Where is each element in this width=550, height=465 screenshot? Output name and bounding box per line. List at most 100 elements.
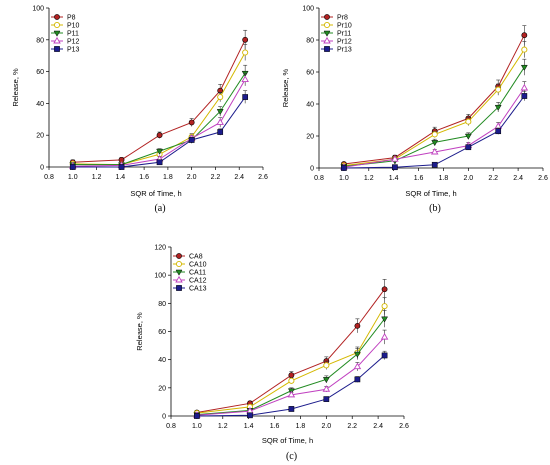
chart-1-x-tick-label: 1.2 [92,174,102,181]
chart-1-series-line [72,52,246,166]
chart-3-series-line [196,355,385,417]
chart-1: 0.8 1.0 1.2 1.4 1.6 1.8 2.0 2.2 2.4 2.6 0 20 40 60 80 1… [11,6,268,215]
chart-2-point-marker [392,164,398,171]
chart-3-point-marker [354,322,361,329]
chart-1-y-tick-label: 40 [36,101,44,108]
chart-2-point-marker [494,104,502,111]
chart-2-x-tick-label: 0.8 [314,175,324,182]
chart-3-y-tick-label: 0 [162,414,166,421]
chart-1-panel-label: (a) [154,203,165,214]
chart-1-series-line [72,96,246,168]
chart-2-point-marker [431,131,438,138]
chart-2-x-tick-label: 2.4 [513,175,523,182]
chart-2-y-tick-label: 20 [306,134,314,141]
chart-3-point-marker [322,377,330,384]
chart-3-y-axis-label: Release, % [135,312,144,351]
chart-3-point-marker [288,406,295,412]
chart-3-x-tick-label: 2.2 [347,423,357,430]
chart-2-y-tick-label: 40 [306,102,314,109]
chart-1-x-tick-label: 2.2 [211,174,221,181]
chart-3-x-tick-label: 2.4 [373,423,383,430]
chart-2-point-marker [521,93,528,99]
chart-1-point-marker [217,129,224,135]
chart-1-y-tick-label: 60 [36,69,44,76]
chart-1-series-line [72,39,246,163]
chart-2-series-line [343,95,525,169]
chart-2-y-tick-label: 0 [310,166,314,173]
chart-1-point-marker [69,164,76,170]
chart-2-point-marker [431,161,438,168]
chart-2-legend-marker [324,14,330,20]
chart-3-point-marker [381,303,388,310]
chart-2-y-tick-label: 60 [306,70,314,77]
chart-1-y-tick-label: 100 [32,6,44,13]
chart-1-y-tick-label: 20 [36,133,44,140]
chart-1-legend-marker [54,46,60,52]
chart-3-legend-marker [175,260,183,268]
chart-3-legend-label: CA13 [189,286,207,293]
chart-3-point-marker [381,316,389,323]
chart-2-x-tick-label: 1.2 [364,175,374,182]
chart-1-point-marker [188,119,195,126]
chart-1-x-axis-label: SQR of Time, h [130,189,181,198]
chart-2: 0.8 1.0 1.2 1.4 1.6 1.8 2.0 2.2 2.4 2.6 0 20 40 60 80 1… [281,6,548,215]
chart-2-point-marker [465,144,472,151]
chart-1-point-marker [216,109,224,116]
chart-3-point-marker [288,372,295,379]
chart-3-point-marker [353,351,361,358]
chart-1-legend-label: P8 [67,15,76,22]
chart-3-point-marker [381,352,388,359]
chart-1-legend-marker [53,21,61,29]
chart-2-panel-label: (b) [429,203,441,214]
chart-3-point-marker [287,390,296,398]
chart-1-point-marker [217,93,224,101]
chart-2-series-line [343,34,525,165]
chart-2-legend-label: Pr12 [337,39,352,46]
chart-3-y-tick-label: 80 [158,301,166,308]
chart-3-x-axis-label: SQR of Time, h [262,436,313,445]
chart-2-x-tick-label: 1.0 [339,175,349,182]
chart-3-point-marker [380,333,389,340]
chart-2-x-tick-label: 1.6 [414,175,424,182]
chart-2-point-marker [464,133,472,140]
chart-3-x-tick-label: 2.6 [399,423,409,430]
chart-3-y-tick-label: 120 [154,245,166,252]
chart-2-point-marker [465,118,472,125]
chart-3-point-marker [381,286,388,293]
chart-3-x-tick-label: 1.0 [192,423,202,430]
chart-2-series-Pr13 [341,90,528,171]
chart-2-point-marker [521,32,528,39]
chart-3-legend-marker [176,253,182,259]
chart-1-point-marker [156,148,163,155]
chart-1-series-line [72,79,246,167]
chart-2-series-Pr8 [340,25,528,167]
chart-3-point-marker [322,385,331,392]
chart-2-point-marker [495,86,502,93]
chart-3-x-tick-label: 1.6 [270,423,280,430]
chart-2-legend-label: Pr13 [337,47,352,54]
chart-3-y-tick-label: 100 [154,273,166,280]
chart-3: 0.8 1.0 1.2 1.4 1.6 1.8 2.0 2.2 2.4 2.6 0 20 40 60 80 1… [135,245,409,463]
chart-2-legend-label: Pr11 [337,31,351,38]
chart-3-x-tick-label: 1.2 [218,423,228,430]
chart-3-point-marker [247,412,253,419]
chart-1-x-tick-label: 0.8 [44,174,54,181]
chart-1-x-tick-label: 1.6 [139,174,149,181]
chart-1-point-marker [242,49,249,56]
chart-3-series-line [196,336,385,416]
chart-1-point-marker [242,94,249,100]
chart-1-point-marker [216,118,224,125]
chart-2-point-marker [495,128,502,135]
chart-3-x-tick-label: 2.0 [321,423,331,430]
chart-2-x-tick-label: 1.8 [439,175,449,182]
chart-1-x-tick-label: 2.4 [234,174,244,181]
chart-2-point-marker [341,165,347,171]
chart-2-legend-label: Pr10 [337,23,352,30]
chart-3-point-marker [194,413,200,419]
chart-2-point-marker [431,140,439,147]
chart-2-series-line [343,87,525,168]
chart-3-point-marker [288,377,295,384]
chart-2-point-marker [391,155,399,162]
chart-3-y-tick-label: 60 [158,329,166,336]
chart-2-point-marker [521,46,528,53]
